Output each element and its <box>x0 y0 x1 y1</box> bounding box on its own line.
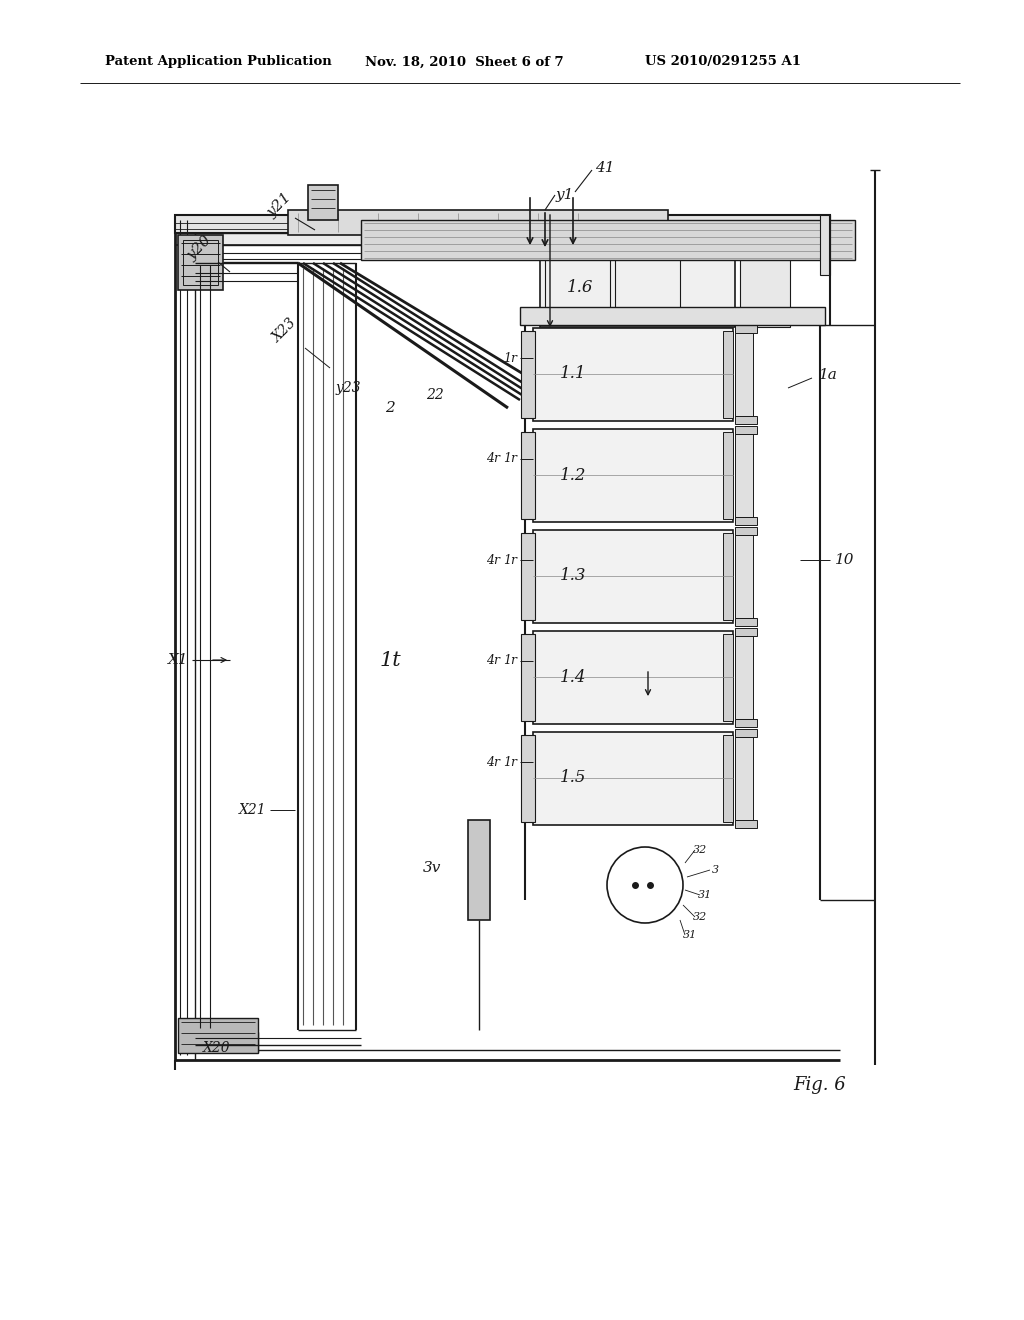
Bar <box>534 531 733 623</box>
Text: 1.4: 1.4 <box>560 668 587 685</box>
Bar <box>740 246 790 327</box>
Bar <box>521 634 535 721</box>
Text: US 2010/0291255 A1: US 2010/0291255 A1 <box>645 55 801 69</box>
Text: X23: X23 <box>270 315 300 345</box>
Text: 3: 3 <box>712 865 719 875</box>
Text: 32: 32 <box>693 845 708 855</box>
Text: X21: X21 <box>240 803 267 817</box>
Bar <box>820 215 830 275</box>
Ellipse shape <box>607 847 683 923</box>
Bar <box>735 426 757 434</box>
Text: 1t: 1t <box>379 651 400 669</box>
Bar <box>195 1032 258 1052</box>
Text: 1.2: 1.2 <box>560 466 587 483</box>
Text: 1.6: 1.6 <box>566 279 593 296</box>
Bar <box>723 634 733 721</box>
Bar <box>468 820 490 920</box>
Bar <box>183 240 218 285</box>
Text: 10: 10 <box>836 553 855 568</box>
Bar <box>615 249 680 322</box>
Bar <box>735 729 757 737</box>
Bar <box>735 333 753 416</box>
Bar <box>540 246 735 327</box>
Text: 32: 32 <box>693 912 708 921</box>
Text: 2: 2 <box>385 401 395 414</box>
Bar <box>735 628 757 636</box>
Text: 1.1: 1.1 <box>560 366 587 383</box>
Bar <box>735 527 757 535</box>
Text: Nov. 18, 2010  Sheet 6 of 7: Nov. 18, 2010 Sheet 6 of 7 <box>365 55 563 69</box>
Text: y21: y21 <box>265 190 295 220</box>
Bar <box>735 416 757 424</box>
Text: Patent Application Publication: Patent Application Publication <box>105 55 332 69</box>
Text: y20: y20 <box>185 234 215 263</box>
Text: 4r: 4r <box>486 655 500 668</box>
Text: 3v: 3v <box>423 861 441 875</box>
Bar <box>534 429 733 521</box>
Text: 4r: 4r <box>486 553 500 566</box>
Text: 1.5: 1.5 <box>560 770 587 787</box>
Bar <box>723 432 733 519</box>
Text: 1.3: 1.3 <box>560 568 587 585</box>
Text: 22: 22 <box>426 388 443 403</box>
Bar <box>361 220 855 260</box>
Text: 1a: 1a <box>818 368 838 381</box>
Bar <box>195 234 830 246</box>
Text: X20: X20 <box>203 1041 230 1055</box>
Bar <box>534 631 733 723</box>
Bar <box>534 733 733 825</box>
Bar <box>735 737 753 820</box>
Bar <box>521 331 535 418</box>
Bar <box>735 434 753 517</box>
Bar <box>178 1018 258 1053</box>
Text: X1: X1 <box>168 653 188 667</box>
Bar <box>175 215 830 234</box>
Bar <box>723 331 733 418</box>
Bar <box>520 308 825 325</box>
Text: 1r: 1r <box>503 453 517 466</box>
Bar <box>735 820 757 828</box>
Text: 1r: 1r <box>503 655 517 668</box>
Text: 1r: 1r <box>503 351 517 364</box>
Text: Fig. 6: Fig. 6 <box>794 1076 847 1094</box>
Bar <box>723 735 733 822</box>
Bar <box>521 533 535 620</box>
Text: 1r: 1r <box>503 553 517 566</box>
Text: 41: 41 <box>595 161 614 176</box>
Bar <box>735 719 757 727</box>
Bar <box>735 325 757 333</box>
Bar <box>521 432 535 519</box>
Text: 4r: 4r <box>486 755 500 768</box>
Bar <box>545 249 610 322</box>
Bar <box>723 533 733 620</box>
Bar <box>178 235 223 290</box>
Bar <box>521 735 535 822</box>
Bar <box>735 618 757 626</box>
Bar <box>735 535 753 618</box>
Bar <box>735 517 757 525</box>
Bar <box>288 210 668 235</box>
Bar <box>534 327 733 421</box>
Text: y23: y23 <box>335 381 360 395</box>
Text: 1r: 1r <box>503 755 517 768</box>
Text: y1: y1 <box>556 187 574 202</box>
Bar <box>735 636 753 719</box>
Text: 31: 31 <box>698 890 712 900</box>
Bar <box>308 185 338 220</box>
Text: 31: 31 <box>683 931 697 940</box>
Text: 4r: 4r <box>486 453 500 466</box>
